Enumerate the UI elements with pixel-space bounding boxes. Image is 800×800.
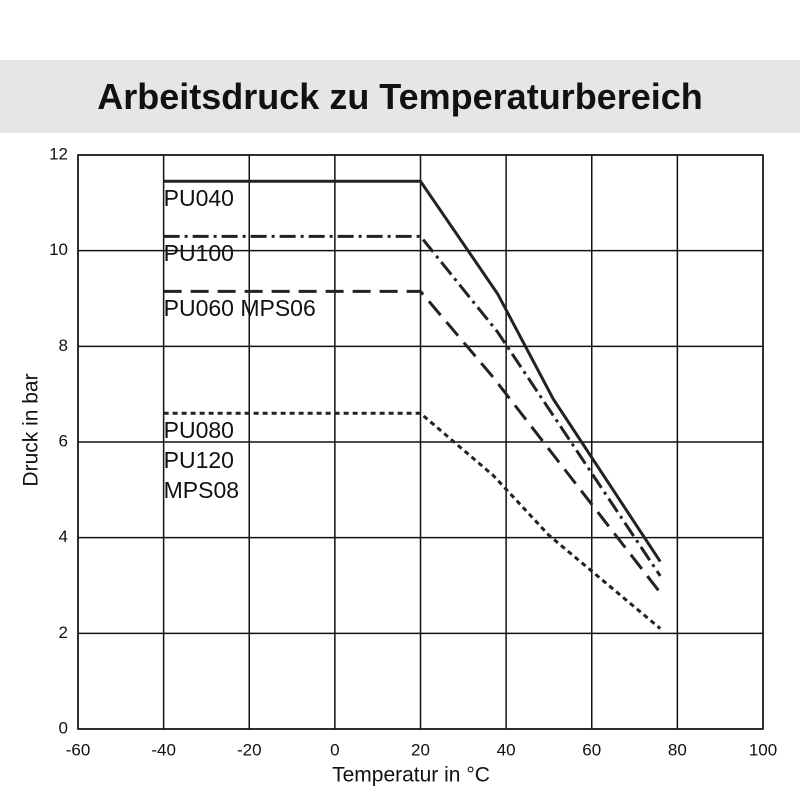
x-tick-label: 20: [411, 740, 430, 759]
series-line: [163, 179, 662, 563]
y-tick-label: 12: [49, 144, 68, 163]
x-tick-label: 100: [749, 740, 777, 759]
x-tick-label: -40: [151, 740, 176, 759]
plot-frame: [77, 154, 764, 730]
y-axis-label: Druck in bar: [20, 373, 43, 486]
y-tick-label: 0: [59, 718, 68, 737]
x-tick-label: -20: [237, 740, 262, 759]
y-tick-label: 6: [59, 431, 68, 450]
y-tick-label: 4: [59, 527, 68, 546]
x-tick-label: 60: [582, 740, 601, 759]
y-tick-label: 10: [49, 240, 68, 259]
series-line: [163, 289, 662, 594]
series-label: PU100: [163, 240, 234, 267]
series-label: PU080 PU120 MPS08: [163, 417, 240, 504]
series-line: [163, 234, 662, 577]
series-label: PU040: [163, 185, 234, 212]
y-tick-label: 8: [59, 336, 68, 355]
x-tick-label: -60: [66, 740, 91, 759]
x-tick-label: 0: [330, 740, 339, 759]
x-tick-label: 40: [497, 740, 516, 759]
chart-title: Arbeitsdruck zu Temperaturbereich: [97, 75, 703, 117]
y-tick-label: 2: [59, 623, 68, 642]
x-axis-label: Temperatur in °C: [332, 764, 490, 787]
x-tick-label: 80: [668, 740, 687, 759]
title-bar: Arbeitsdruck zu Temperaturbereich: [0, 60, 800, 133]
series-line: [163, 411, 662, 630]
series-label: PU060 MPS06: [163, 295, 316, 322]
